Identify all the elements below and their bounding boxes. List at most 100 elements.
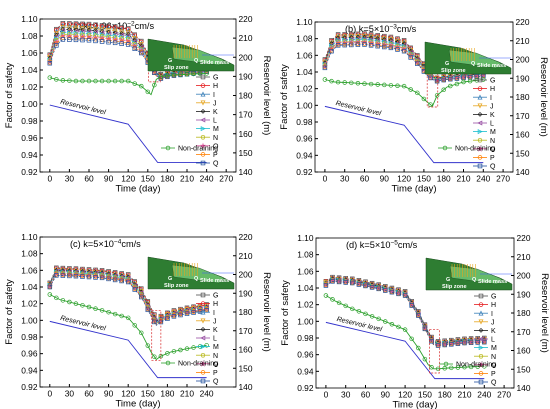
y2-tick-label: 220: [517, 233, 531, 243]
inset-label-wells: Drainage wells: [467, 31, 506, 37]
y-tick-label: 1.10: [21, 14, 38, 24]
data-point: [106, 276, 111, 282]
data-point: [462, 340, 467, 346]
y2-tick-label: 150: [239, 363, 253, 373]
y2-tick-label: 140: [239, 167, 253, 177]
y2-tick-label: 190: [516, 73, 530, 83]
x-tick-label: 150: [417, 174, 431, 184]
data-point: [112, 40, 118, 46]
inset-label-slide-mass: Slide mass: [200, 278, 229, 284]
data-point: [322, 77, 328, 82]
data-point: [60, 298, 66, 303]
data-point: [454, 81, 460, 87]
data-point: [408, 301, 415, 308]
legend-label: P: [213, 152, 218, 159]
legend-label: H: [490, 86, 495, 93]
y2-tick-label: 190: [239, 288, 253, 298]
data-point: [125, 30, 131, 36]
inset-label-slide-mass: Slide mass: [478, 279, 507, 285]
chart-title-base: (c) k=5×10: [70, 239, 114, 249]
legend-marker: [477, 120, 483, 126]
x-tick-label: 240: [200, 174, 214, 184]
data-point: [112, 277, 118, 283]
legend-marker: [477, 112, 483, 117]
data-point: [441, 340, 448, 348]
x-tick-label: 60: [360, 174, 370, 184]
data-point: [54, 77, 59, 82]
series-line: [49, 274, 207, 326]
legend-label: I: [490, 95, 492, 102]
data-point: [125, 78, 131, 84]
data-point: [329, 78, 334, 84]
data-point: [349, 80, 354, 86]
legend-label: K: [213, 109, 218, 116]
y2-tick-label: 220: [239, 14, 253, 24]
data-point: [461, 79, 466, 85]
y-tick-label: 0.94: [21, 365, 38, 375]
x-tick-label: 60: [361, 390, 371, 400]
legend-label: K: [491, 328, 496, 335]
data-point: [67, 37, 72, 42]
data-point: [119, 78, 124, 84]
legend-marker: [200, 160, 206, 166]
inset-label-level: 145m: [493, 51, 507, 57]
y-tick-label: 1.04: [297, 283, 314, 293]
x-tick-label: 150: [141, 174, 155, 184]
data-point: [461, 75, 466, 81]
series-line: [325, 295, 485, 370]
y-tick-label: 0.98: [297, 333, 314, 343]
inset-label-q: Q: [194, 58, 198, 64]
legend-label: L: [213, 336, 217, 343]
x-tick-label: 210: [458, 390, 472, 400]
data-point: [362, 42, 367, 47]
y-tick-label: 1.06: [297, 266, 314, 276]
data-point: [442, 366, 447, 371]
data-point: [349, 42, 354, 48]
y-tick-label: 1.00: [297, 316, 314, 326]
legend-label: O: [213, 361, 219, 368]
data-point: [132, 36, 138, 42]
data-point: [132, 323, 137, 328]
data-point: [415, 90, 420, 96]
data-point: [408, 87, 413, 92]
x-tick-label: 30: [340, 174, 350, 184]
data-point: [368, 43, 374, 48]
data-point: [481, 338, 488, 345]
data-point: [461, 339, 468, 346]
data-point: [112, 28, 118, 34]
legend-marker: [477, 94, 483, 100]
data-point: [197, 71, 203, 76]
legend-label: L: [490, 121, 494, 128]
legend-marker: [200, 352, 206, 358]
data-point: [343, 280, 348, 285]
data-point: [389, 289, 395, 295]
legend-marker: [200, 109, 206, 114]
data-point: [197, 309, 203, 314]
data-point: [99, 27, 105, 33]
x-tick-label: 150: [418, 390, 432, 400]
y-tick-label: 0.98: [21, 332, 38, 342]
y2-tick-label: 150: [239, 148, 253, 158]
data-point: [435, 343, 441, 348]
inset-label-level: 145m: [216, 266, 230, 272]
data-point: [165, 316, 170, 321]
x-tick-label: 210: [457, 174, 471, 184]
data-point: [342, 80, 347, 85]
data-point: [125, 26, 131, 32]
y-tick-label: 1.08: [297, 250, 314, 260]
data-point: [119, 313, 124, 319]
reservoir-level-label: Reservoir level: [59, 315, 106, 333]
x-tick-label: 0: [47, 174, 52, 184]
legend-label: M: [213, 126, 219, 133]
data-point: [152, 319, 157, 325]
data-point: [416, 313, 421, 318]
y-tick-label: 1.00: [21, 99, 38, 109]
x-tick-label: 0: [324, 390, 329, 400]
data-point: [46, 283, 53, 290]
data-point: [125, 279, 131, 285]
inset-label-slip-zone: Slip zone: [164, 283, 189, 289]
legend-marker: [200, 100, 206, 106]
inset-label-g: G: [168, 58, 172, 64]
data-point: [389, 322, 395, 327]
